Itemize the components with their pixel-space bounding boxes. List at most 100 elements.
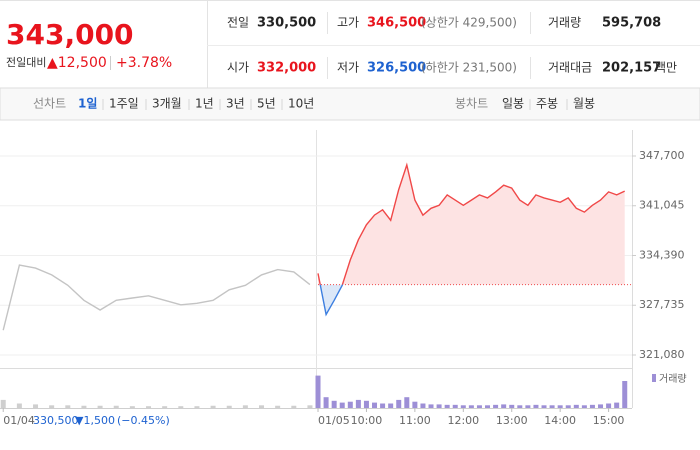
volume-bar [194, 406, 200, 408]
tab[interactable]: 10년 [288, 97, 314, 111]
legend-swatch [652, 374, 656, 382]
volume-bar [146, 406, 152, 408]
volume-bar [291, 405, 297, 408]
tab[interactable]: 1년 [195, 97, 214, 111]
volume-bar [129, 406, 135, 408]
stat-label: 시가 [227, 61, 249, 75]
x-tick-label: 14:00 [544, 414, 576, 427]
volume-bar [97, 405, 103, 408]
area-up [318, 165, 625, 285]
volume-bar [242, 405, 248, 408]
stat-value: 202,157 [602, 61, 661, 76]
volume-bar [259, 405, 265, 408]
volume-bar [113, 405, 119, 408]
volume-bar [380, 403, 386, 408]
volume-bar [581, 405, 587, 408]
volume-bar [49, 405, 55, 408]
volume-bar [33, 404, 39, 408]
area-down [320, 284, 343, 315]
volume-bar [323, 397, 329, 408]
volume-bar [573, 404, 579, 408]
tab[interactable]: 3년 [226, 97, 245, 111]
annotation-change: ▼1,500 [75, 414, 115, 427]
x-tick-label: 15:00 [593, 414, 625, 427]
y-tick-label: 321,080 [639, 348, 685, 361]
y-tick-label: 347,700 [639, 149, 685, 162]
stat-note: (하한가 231,500) [421, 61, 517, 75]
volume-bar [307, 405, 313, 408]
volume-bar [178, 406, 184, 408]
rate: +3.78% [116, 55, 172, 71]
volume-bar [16, 403, 22, 408]
change: ▲12,500 [47, 55, 107, 71]
stat-label: 거래대금 [548, 61, 592, 75]
annotation-close: 330,500 [33, 414, 79, 427]
volume-bar [444, 404, 450, 408]
stat-value: 595,708 [602, 16, 661, 31]
volume-bar [355, 399, 361, 408]
volume-bar [331, 400, 337, 408]
y-tick-label: 334,390 [639, 248, 685, 261]
volume-bar [420, 403, 426, 408]
tab[interactable]: 월봉 [573, 97, 595, 111]
tab[interactable]: 3개월 [152, 97, 182, 111]
price: 343,000 [6, 18, 134, 51]
volume-bar [396, 399, 402, 408]
tab[interactable]: 1일 [78, 97, 97, 111]
tab[interactable]: 5년 [257, 97, 276, 111]
volume-bar [549, 405, 555, 408]
change-label: 전일대비 [6, 55, 46, 69]
volume-bar [541, 405, 547, 408]
volume-bar [0, 399, 6, 408]
volume-bar [162, 406, 168, 408]
x-tick-label: 11:00 [399, 414, 431, 427]
volume-bar [598, 404, 604, 408]
x-tick-label: 10:00 [351, 414, 383, 427]
volume-bar [339, 402, 345, 408]
volume-bar [606, 403, 612, 408]
volume-bar [436, 404, 442, 408]
stat-note: (상한가 429,500) [421, 16, 517, 30]
y-tick-label: 327,735 [639, 298, 685, 311]
legend-label: 거래량 [659, 373, 687, 385]
volume-bar [81, 405, 87, 408]
volume-bar [460, 405, 466, 408]
stat-label: 고가 [337, 16, 359, 30]
x-tick-label: 01/05 [318, 414, 350, 427]
volume-bar [428, 404, 434, 408]
volume-bar [614, 402, 620, 408]
volume-bar [501, 404, 507, 408]
x-tick-label: 12:00 [447, 414, 479, 427]
volume-bar [363, 400, 369, 408]
x-tick-label: 13:00 [496, 414, 528, 427]
volume-bar [210, 405, 216, 408]
volume-bar [452, 404, 458, 408]
volume-bar [517, 405, 523, 408]
volume-bar [275, 405, 281, 408]
tab-bar [0, 87, 700, 121]
volume-bar [468, 405, 474, 408]
volume-bar [226, 405, 232, 408]
stat-label: 거래량 [548, 16, 581, 30]
volume-bar [509, 404, 515, 408]
stat-value: 330,500 [257, 16, 316, 31]
volume-bar [565, 405, 571, 408]
volume-bar [476, 405, 482, 408]
price-line [2, 264, 311, 331]
annotation-rate: (−0.45%) [117, 414, 170, 427]
tab-group-label: 봉차트 [455, 97, 488, 111]
tab[interactable]: 주봉 [536, 97, 558, 111]
volume-bar [622, 381, 628, 408]
x-tick-label: 01/04 [3, 414, 35, 427]
volume-bar [557, 405, 563, 408]
stat-value: 346,500 [367, 16, 426, 31]
stat-unit: 백만 [655, 61, 677, 75]
volume-bar [493, 404, 499, 408]
volume-bar [525, 405, 531, 408]
stat-label: 저가 [337, 61, 359, 75]
tab[interactable]: 일봉 [502, 97, 524, 111]
tab[interactable]: 1주일 [109, 97, 139, 111]
tab-group-label: 선차트 [33, 97, 66, 111]
volume-bar [533, 404, 539, 408]
